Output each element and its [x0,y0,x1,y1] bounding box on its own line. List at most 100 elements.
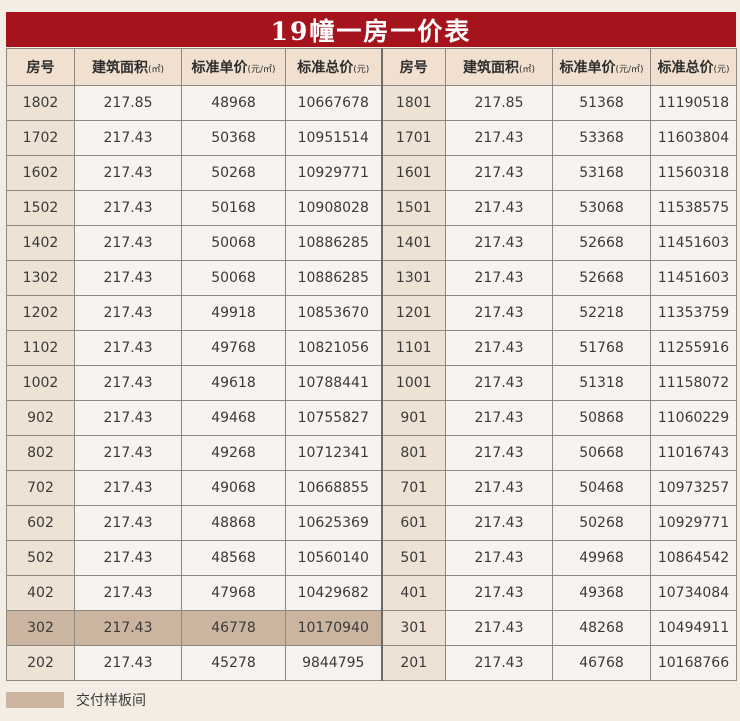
unit-price-cell: 50668 [552,435,651,471]
room-no-cell: 1001 [380,365,446,401]
total-price-cell: 11560318 [650,155,737,191]
area-cell: 217.43 [445,575,553,611]
area-cell: 217.43 [74,645,182,681]
unit-price-cell: 50868 [552,400,651,436]
unit-price-cell: 49968 [552,540,651,576]
unit-price-cell: 50068 [181,225,286,261]
room-no-cell: 1402 [6,225,75,261]
total-price-cell: 10853670 [285,295,382,331]
unit-price-cell: 50368 [181,120,286,156]
header-room-no: 房号 [380,48,446,86]
total-price-cell: 10625369 [285,505,382,541]
room-no-cell: 601 [380,505,446,541]
area-cell: 217.43 [445,190,553,226]
total-price-cell: 10734084 [650,575,737,611]
header-total-price: 标准总价(元) [285,48,382,86]
room-no-cell: 1101 [380,330,446,366]
total-price-cell: 10973257 [650,470,737,506]
total-price-cell: 10886285 [285,225,382,261]
unit-price-cell: 50168 [181,190,286,226]
area-cell: 217.43 [445,645,553,681]
room-no-cell: 1102 [6,330,75,366]
area-cell: 217.43 [74,470,182,506]
unit-price-cell: 49068 [181,470,286,506]
total-price-cell: 10929771 [285,155,382,191]
total-price-cell: 11451603 [650,225,737,261]
room-no-cell: 1301 [380,260,446,296]
unit-price-cell: 51318 [552,365,651,401]
unit-price-cell: 53068 [552,190,651,226]
area-cell: 217.43 [74,435,182,471]
area-cell: 217.43 [74,330,182,366]
room-no-cell: 802 [6,435,75,471]
total-price-cell: 10908028 [285,190,382,226]
room-no-cell: 301 [380,610,446,646]
table-row: 802 217.43 49268 10712341 801 217.43 50668 1101… [6,435,737,471]
legend: 交付样板间 [6,690,146,710]
total-price-cell: 10667678 [285,85,382,121]
unit-price-cell: 52668 [552,260,651,296]
unit-price-cell: 50268 [552,505,651,541]
total-price-cell: 11060229 [650,400,737,436]
unit-price-cell: 48568 [181,540,286,576]
area-cell: 217.43 [445,120,553,156]
room-no-cell: 202 [6,645,75,681]
room-no-cell: 1601 [380,155,446,191]
unit-price-cell: 47968 [181,575,286,611]
unit-price-cell: 48868 [181,505,286,541]
header-row: 房号 建筑面积(㎡) 标准单价(元/㎡) 标准总价(元) 房号 建筑面积(㎡) … [6,48,737,86]
room-no-cell: 1401 [380,225,446,261]
unit-price-cell: 48268 [552,610,651,646]
unit-price-cell: 53368 [552,120,651,156]
total-price-cell: 10864542 [650,540,737,576]
table-row: 1402 217.43 50068 10886285 1401 217.43 52668 11… [6,225,737,261]
unit-price-cell: 50068 [181,260,286,296]
unit-price-cell: 49918 [181,295,286,331]
area-cell: 217.43 [445,260,553,296]
room-no-cell: 201 [380,645,446,681]
unit-price-cell: 49468 [181,400,286,436]
area-cell: 217.43 [445,505,553,541]
total-price-cell: 10429682 [285,575,382,611]
unit-price-cell: 49768 [181,330,286,366]
header-total-price: 标准总价(元) [650,48,737,86]
room-no-cell: 1702 [6,120,75,156]
room-no-cell: 1502 [6,190,75,226]
unit-price-cell: 49268 [181,435,286,471]
table-row: 1302 217.43 50068 10886285 1301 217.43 52668 11… [6,260,737,296]
area-cell: 217.43 [445,225,553,261]
room-no-cell: 1002 [6,365,75,401]
unit-price-cell: 53168 [552,155,651,191]
price-table: 房号 建筑面积(㎡) 标准单价(元/㎡) 标准总价(元) 房号 建筑面积(㎡) … [6,48,737,681]
total-price-cell: 11603804 [650,120,737,156]
room-no-cell: 901 [380,400,446,436]
room-no-cell: 1801 [380,85,446,121]
area-cell: 217.43 [74,365,182,401]
room-no-cell: 1201 [380,295,446,331]
table-row: 1502 217.43 50168 10908028 1501 217.43 53068 11… [6,190,737,226]
room-no-cell: 1701 [380,120,446,156]
total-price-cell: 11190518 [650,85,737,121]
total-price-cell: 11353759 [650,295,737,331]
room-no-cell: 1501 [380,190,446,226]
header-area: 建筑面积(㎡) [445,48,553,86]
area-cell: 217.43 [74,190,182,226]
area-cell: 217.43 [445,295,553,331]
room-no-cell: 1302 [6,260,75,296]
unit-price-cell: 48968 [181,85,286,121]
room-no-cell: 602 [6,505,75,541]
total-price-cell: 11255916 [650,330,737,366]
unit-price-cell: 49368 [552,575,651,611]
total-price-cell: 11538575 [650,190,737,226]
table-row: 1002 217.43 49618 10788441 1001 217.43 51318 11… [6,365,737,401]
table-row: 302 217.43 46778 10170940 301 217.43 48268 1049… [6,610,737,646]
header-unit-price: 标准单价(元/㎡) [552,48,651,86]
unit-price-cell: 52668 [552,225,651,261]
area-cell: 217.43 [74,155,182,191]
area-cell: 217.43 [445,540,553,576]
unit-price-cell: 45278 [181,645,286,681]
total-price-cell: 9844795 [285,645,382,681]
area-cell: 217.43 [74,295,182,331]
table-row: 902 217.43 49468 10755827 901 217.43 50868 1106… [6,400,737,436]
unit-price-cell: 50468 [552,470,651,506]
